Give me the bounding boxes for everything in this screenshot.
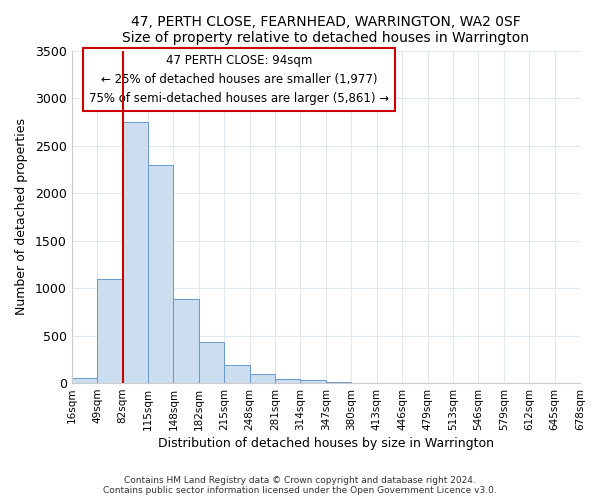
- Bar: [148, 164, 173, 383]
- Bar: [173, 300, 199, 383]
- Title: 47, PERTH CLOSE, FEARNHEAD, WARRINGTON, WA2 0SF
Size of property relative to det: 47, PERTH CLOSE, FEARNHEAD, WARRINGTON, …: [122, 15, 529, 45]
- Y-axis label: Number of detached properties: Number of detached properties: [15, 118, 28, 316]
- Bar: [301, 380, 326, 383]
- Bar: [275, 379, 301, 383]
- Bar: [122, 122, 148, 383]
- Bar: [71, 378, 97, 383]
- Bar: [97, 278, 122, 383]
- Bar: [326, 382, 351, 383]
- Bar: [199, 342, 224, 383]
- Text: 47 PERTH CLOSE: 94sqm
← 25% of detached houses are smaller (1,977)
75% of semi-d: 47 PERTH CLOSE: 94sqm ← 25% of detached …: [89, 54, 389, 105]
- X-axis label: Distribution of detached houses by size in Warrington: Distribution of detached houses by size …: [158, 437, 494, 450]
- Bar: [250, 374, 275, 383]
- Bar: [224, 366, 250, 383]
- Text: Contains HM Land Registry data © Crown copyright and database right 2024.
Contai: Contains HM Land Registry data © Crown c…: [103, 476, 497, 495]
